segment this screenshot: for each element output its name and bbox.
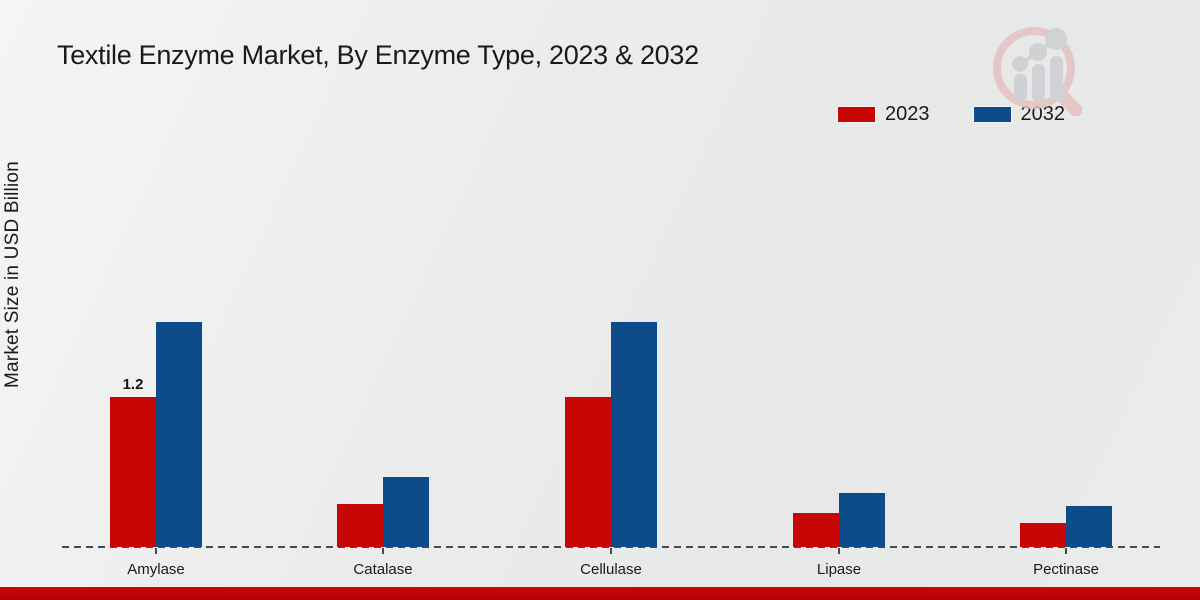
bar-value-label-2023-amylase: 1.2	[122, 376, 144, 393]
x-axis-tick-lipase	[838, 548, 840, 554]
bar-2032-catalase	[383, 477, 429, 547]
bar-2023-amylase	[110, 397, 156, 547]
y-axis-label: Market Size in USD Billion	[2, 161, 23, 389]
bar-2023-catalase	[337, 504, 383, 547]
x-axis-category-label-cellulase: Cellulase	[580, 561, 642, 578]
bar-2023-pectinase	[1020, 523, 1066, 547]
legend-label-2023: 2023	[885, 103, 930, 125]
bar-2023-cellulase	[565, 397, 611, 547]
x-axis-category-label-amylase: Amylase	[127, 561, 185, 578]
x-axis-baseline	[62, 546, 1160, 548]
x-axis-tick-pectinase	[1065, 548, 1067, 554]
legend-swatch-2032-icon	[973, 107, 1011, 122]
x-axis-tick-catalase	[382, 548, 384, 554]
magnifier-bar-chart-logo-icon	[993, 27, 1083, 116]
x-axis-tick-cellulase	[610, 548, 612, 554]
x-axis-tick-amylase	[155, 548, 157, 554]
x-axis-category-label-catalase: Catalase	[353, 561, 413, 578]
legend-swatch-2023-icon	[838, 107, 875, 122]
legend-item-2023: 2023	[838, 103, 930, 126]
bar-2023-lipase	[793, 513, 839, 547]
bar-2032-pectinase	[1066, 506, 1112, 547]
bar-2032-lipase	[839, 493, 885, 547]
x-axis-category-label-lipase: Lipase	[816, 561, 862, 578]
bar-2032-amylase	[156, 322, 202, 547]
chart-title: Textile Enzyme Market, By Enzyme Type, 2…	[57, 40, 699, 70]
bar-2032-cellulase	[611, 322, 657, 547]
footer-accent-bar	[0, 587, 1200, 600]
plot-area: 1.2 Amylase Catalase Cellulase Lipase Pectina…	[42, 127, 1180, 578]
x-axis-category-label-pectinase: Pectinase	[1033, 561, 1099, 578]
